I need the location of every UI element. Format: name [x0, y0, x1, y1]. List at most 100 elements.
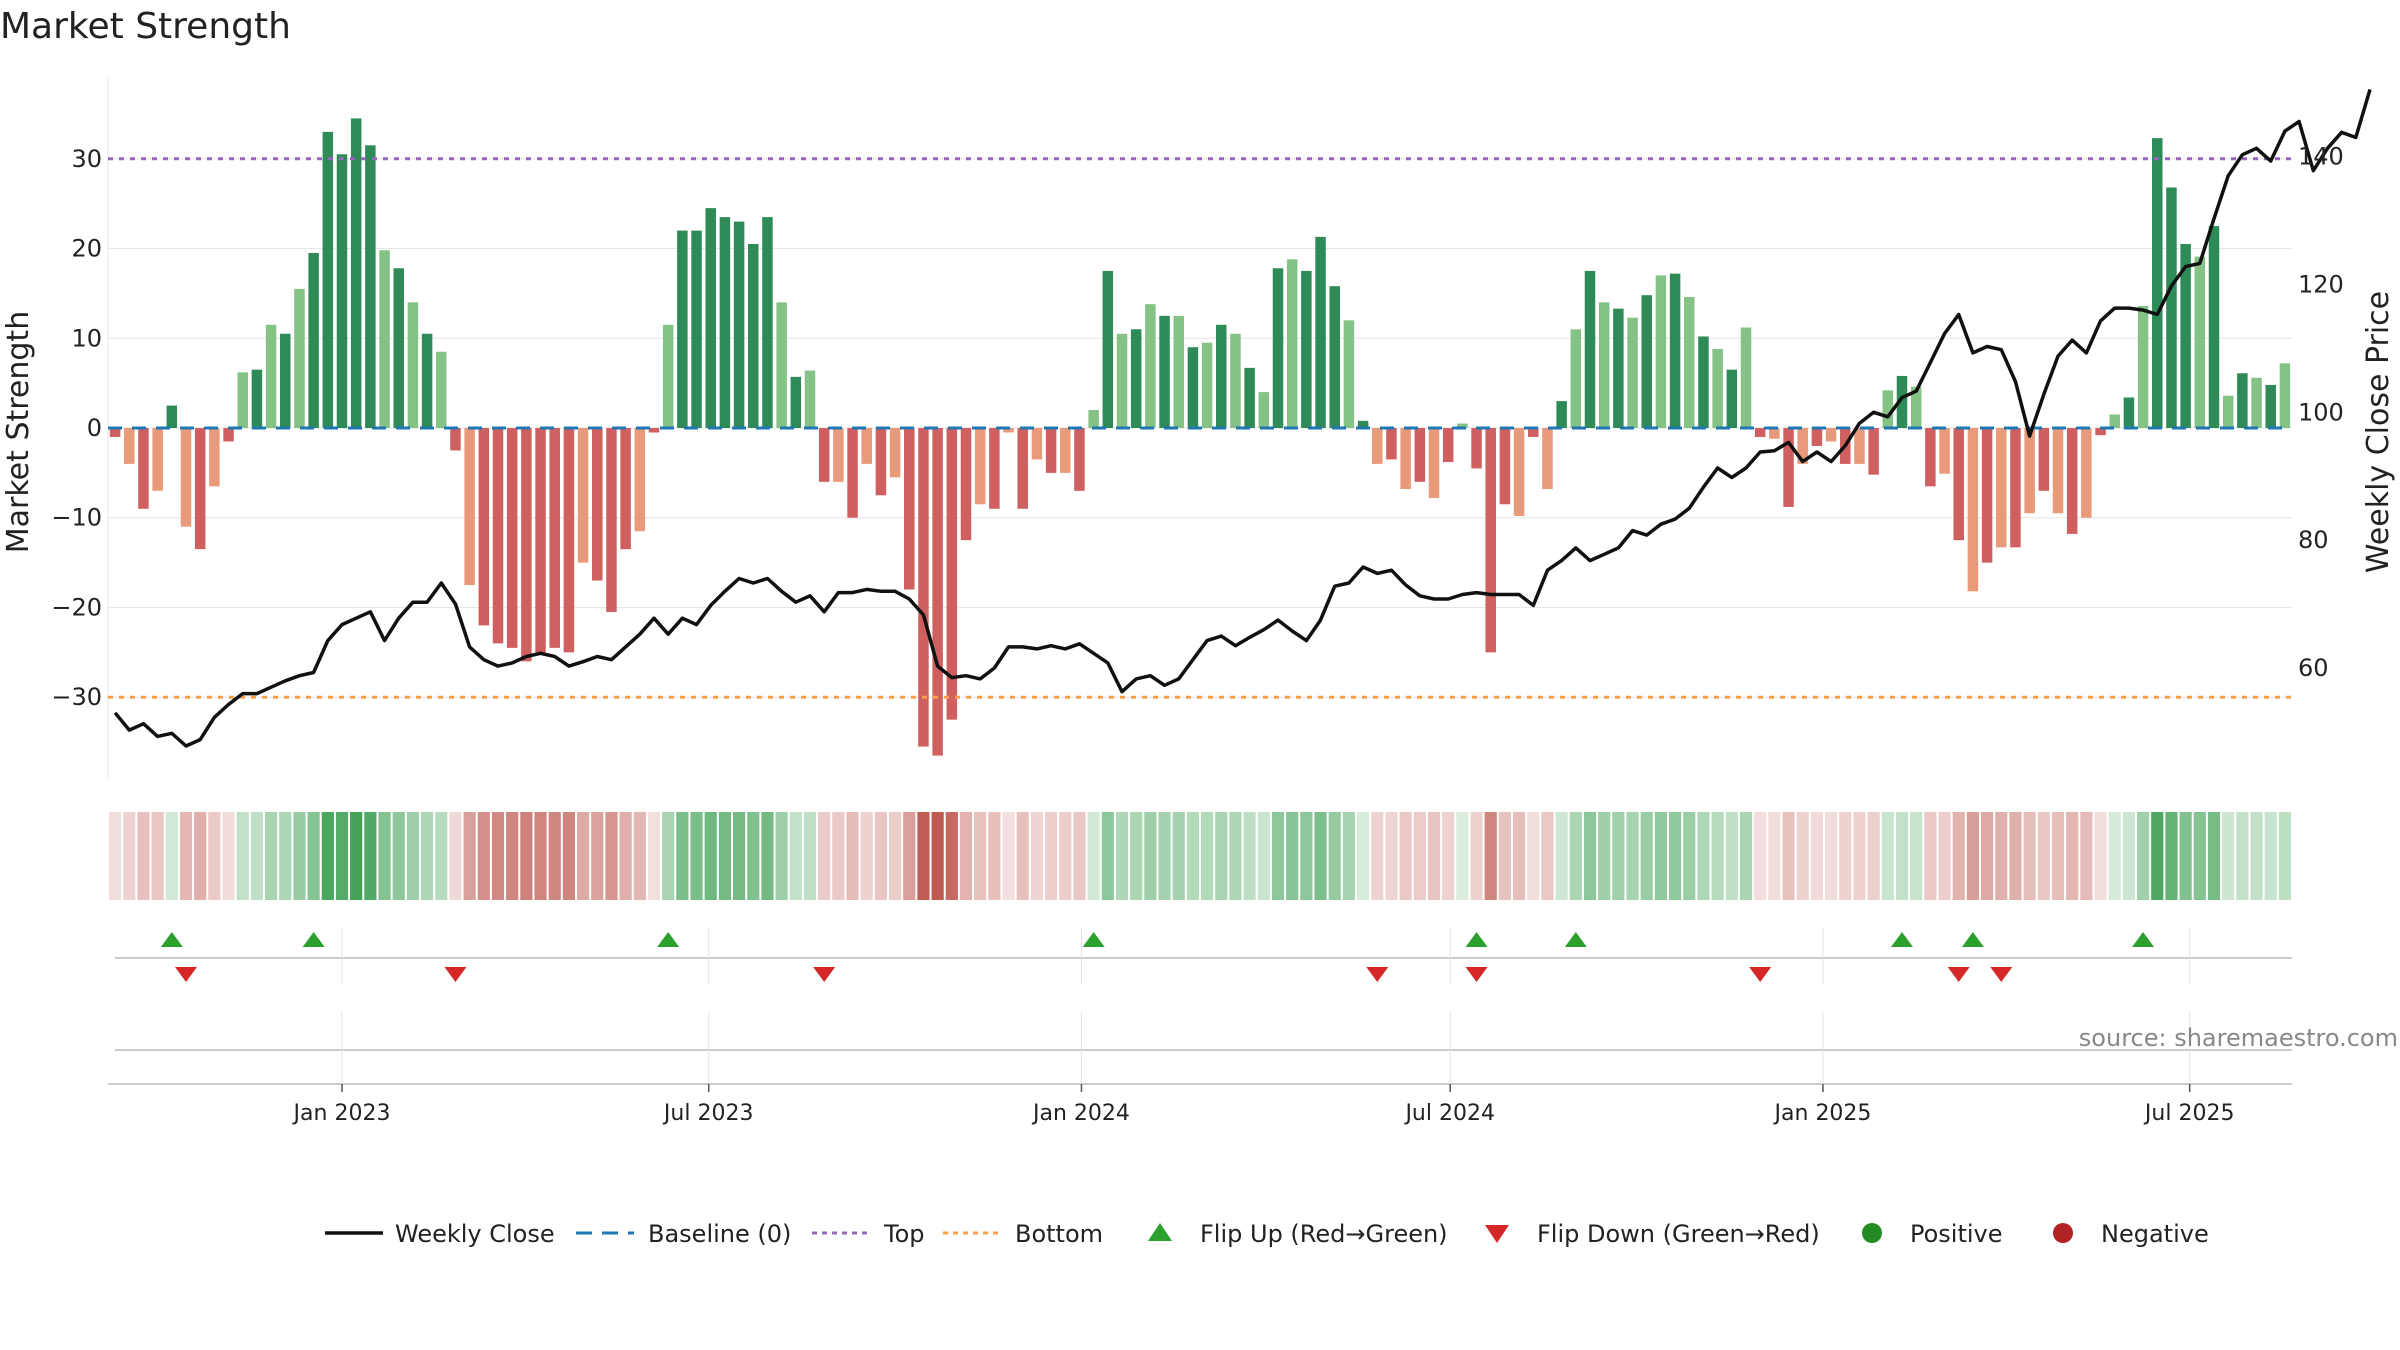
strip-cell [1101, 812, 1114, 900]
strength-bar [1060, 428, 1071, 473]
legend-label: Baseline (0) [648, 1220, 791, 1248]
strip-cell [1271, 812, 1285, 900]
strength-bar [1641, 295, 1652, 428]
flip-down-marker [1947, 967, 1970, 982]
strip-cell [1186, 812, 1199, 900]
strip-cell [718, 812, 731, 900]
legend-label: Negative [2101, 1220, 2209, 1248]
strip-cell [1045, 812, 1058, 900]
strength-bar [166, 405, 178, 428]
strip-cell [2151, 812, 2164, 900]
strip-cell [279, 812, 292, 900]
strip-cell [1640, 812, 1653, 900]
x-tick-label: Jan 2024 [1031, 1101, 1130, 1126]
strip-cell [1583, 812, 1597, 900]
strip-cell [1839, 812, 1852, 900]
strip-cell [179, 812, 193, 900]
strip-cell [1385, 812, 1398, 900]
strength-bar [606, 428, 617, 612]
strength-bar [691, 230, 702, 428]
strip-cell [2009, 812, 2022, 900]
strip-cell [633, 812, 646, 900]
strength-bar [1882, 390, 1894, 428]
strip-cell [1825, 812, 1838, 900]
strip-cell [1442, 812, 1455, 900]
strip-cell [1853, 812, 1866, 900]
flip-down-marker [444, 967, 467, 982]
strip-cell [789, 812, 802, 900]
strength-bar [1542, 428, 1553, 490]
strip-cell [1073, 812, 1086, 900]
strip-cell [2122, 812, 2135, 900]
strength-bar [2222, 395, 2234, 428]
x-tick-label: Jan 2023 [292, 1101, 391, 1126]
strip-cell [321, 812, 334, 900]
strength-bar [464, 428, 475, 586]
strip-cell [1243, 812, 1256, 900]
strength-bar [436, 351, 447, 428]
legend-swatch [1862, 1223, 1882, 1243]
strength-bar [1684, 296, 1695, 428]
strip-cell [123, 812, 136, 900]
x-tick-label: Jul 2024 [1403, 1101, 1495, 1126]
strip-cell [1739, 812, 1753, 900]
legend-label: Top [883, 1220, 925, 1248]
strength-bar [1499, 428, 1511, 505]
y2-tick-label: 60 [2298, 654, 2329, 682]
strip-cell [1456, 812, 1469, 900]
strength-bar [492, 428, 504, 644]
strength-bar [124, 428, 135, 464]
strength-bar [1698, 336, 1709, 428]
strength-bar [904, 428, 915, 590]
strip-cell [1612, 812, 1625, 900]
strip-cell [463, 812, 476, 900]
strip-cell [1371, 812, 1384, 900]
strip-cell [1427, 812, 1441, 900]
strip-cell [988, 812, 1001, 900]
strength-bar [2137, 305, 2149, 428]
strip-cell [974, 812, 987, 900]
strength-bar [2010, 428, 2021, 548]
strength-bar [294, 288, 305, 428]
strip-cell [1555, 812, 1568, 900]
strength-bar [265, 324, 277, 428]
strength-bar [1116, 333, 1128, 428]
strip-cell [959, 812, 973, 900]
strip-cell [520, 812, 533, 900]
strength-bar [1201, 342, 1213, 428]
strip-cell [364, 812, 377, 900]
flip-up-marker [657, 932, 680, 947]
reference-lines [108, 157, 2292, 699]
strip-cell [1016, 812, 1029, 900]
strength-bar [1570, 329, 1582, 428]
strength-bar [748, 244, 759, 428]
flip-up-marker [1564, 932, 1587, 947]
strip-cell [803, 812, 817, 900]
strip-cell [1030, 812, 1043, 900]
strip-cell [1697, 812, 1710, 900]
strip-cell [208, 812, 221, 900]
strip-cell [236, 812, 249, 900]
strength-bar [180, 428, 192, 527]
strip-cell [2051, 812, 2065, 900]
strength-bar [1301, 270, 1312, 428]
strip-cell [2179, 812, 2192, 900]
strip-cell [591, 812, 604, 900]
strip-cell [1683, 812, 1696, 900]
strip-cell [1357, 812, 1370, 900]
strip-cell [2037, 812, 2050, 900]
strip-cell [1995, 812, 2008, 900]
strength-bar [2095, 428, 2106, 436]
strength-bar [620, 428, 631, 550]
strength-bar [350, 118, 362, 428]
strength-bar [875, 428, 887, 496]
strength-bar [109, 428, 121, 437]
strength-bar [1400, 428, 1411, 490]
strip-cell [1810, 812, 1823, 900]
y-tick-label: 20 [71, 235, 102, 263]
strength-bar [1102, 270, 1114, 428]
strip-cell [1796, 812, 1809, 900]
strength-bar [478, 428, 490, 626]
strength-bar [833, 428, 844, 482]
strip-cell [109, 812, 122, 900]
